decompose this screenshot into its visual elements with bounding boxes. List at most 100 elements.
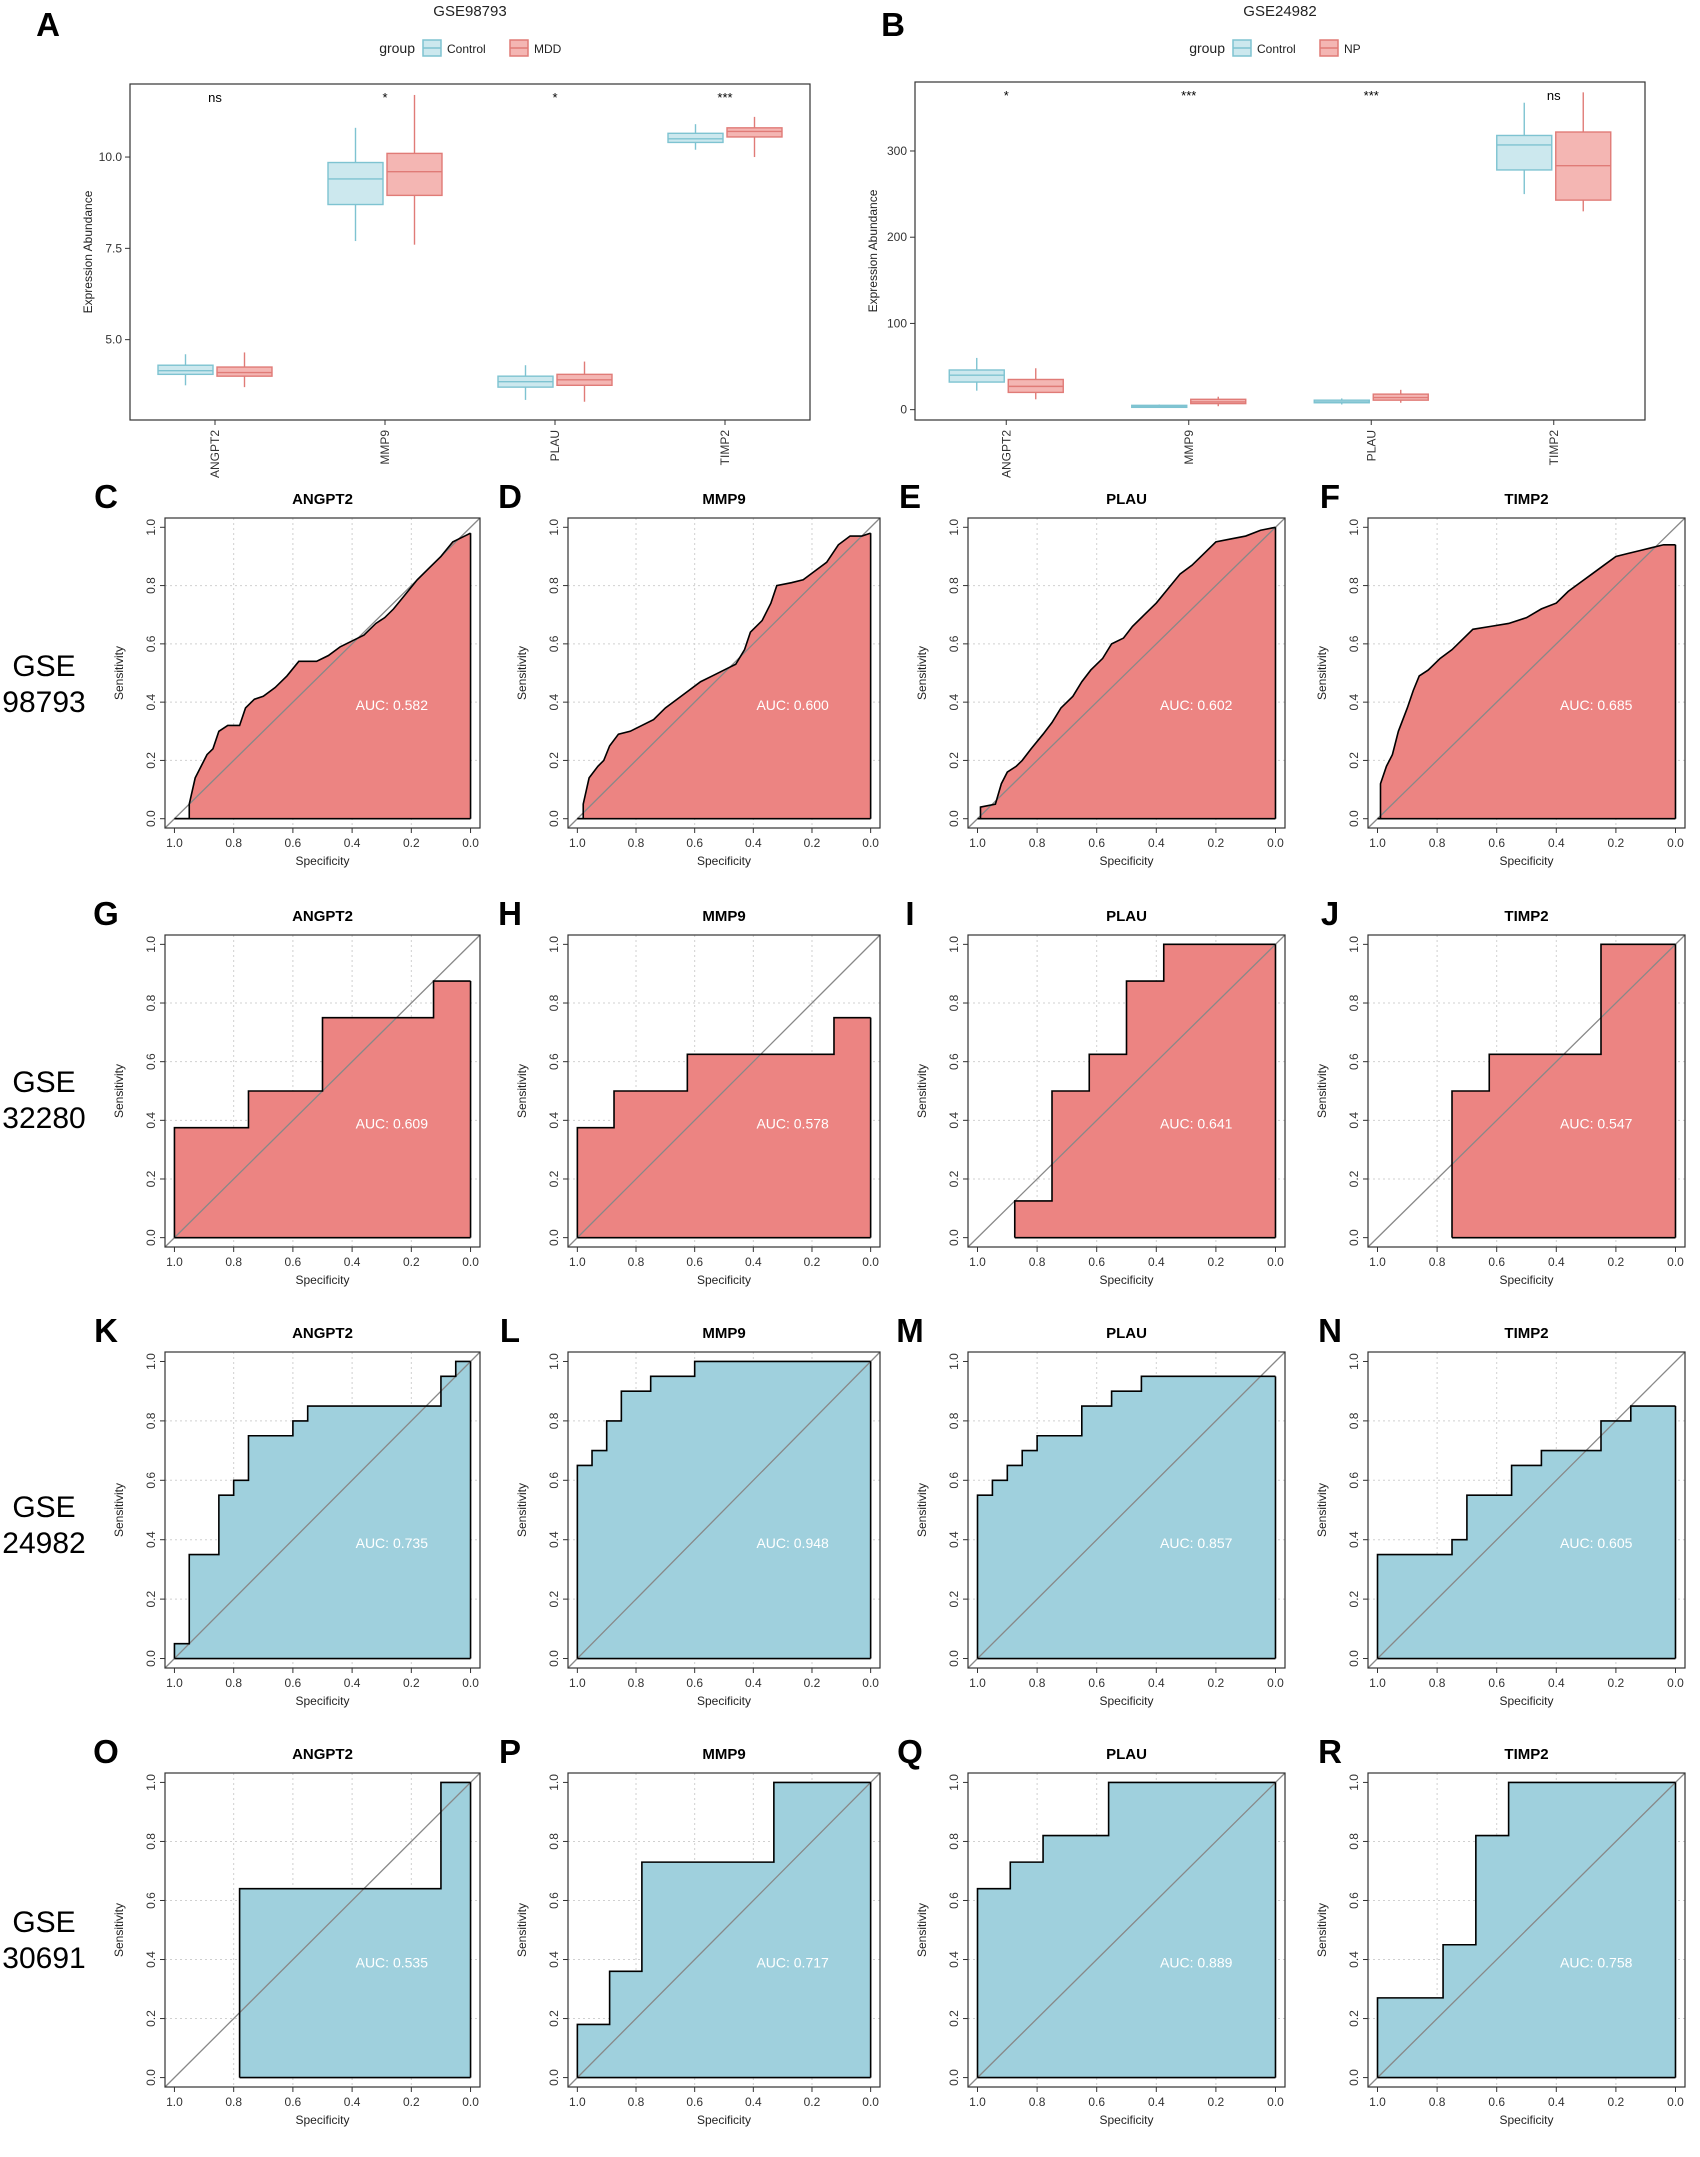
- panel-label: E: [899, 478, 921, 515]
- x-tick-label: 0.8: [225, 1255, 242, 1269]
- y-tick-label: 0.0: [144, 1229, 158, 1246]
- chart-title: GSE98793: [433, 3, 506, 20]
- plot-frame: [164, 1772, 481, 2088]
- chance-diagonal: [1367, 1772, 1686, 2088]
- x-tick-label: 0.4: [745, 1676, 762, 1690]
- legend-label-mdd: MDD: [534, 42, 562, 56]
- legend-label-np: NP: [1344, 42, 1361, 56]
- roc-curve: [238, 1781, 471, 2078]
- panel-label: I: [905, 895, 914, 932]
- roc-panel-j: J TIMP2 AUC: 0.547 1.0 1.0 0.8 0.8 0.6 0.6 0.4 0.4…: [1315, 895, 1686, 1287]
- y-tick-label: 0.8: [547, 994, 561, 1011]
- auc-label: AUC: 0.602: [1160, 697, 1233, 713]
- plot-frame: [967, 934, 1286, 1248]
- box-mdd-mmp9: [386, 94, 443, 245]
- x-axis-label: Specificity: [1099, 1694, 1153, 1708]
- roc-curve: [1013, 943, 1276, 1238]
- chart-title: PLAU: [1106, 908, 1147, 925]
- roc-panel-i: I PLAU AUC: 0.641 1.0 1.0 0.8 0.8 0.6 0.6 0.4 0.4 0…: [905, 895, 1286, 1287]
- y-tick-label: 0.6: [547, 1892, 561, 1909]
- significance-label: ***: [1364, 88, 1379, 103]
- y-axis-label: Sensitivity: [1315, 1064, 1329, 1118]
- box-control-mmp9: [327, 127, 384, 242]
- chart-title: MMP9: [702, 1746, 745, 1763]
- y-axis-label: Sensitivity: [112, 1483, 126, 1537]
- roc-curve: [976, 1375, 1276, 1659]
- x-tick-label: 0.2: [403, 836, 420, 850]
- y-tick-label: 0.8: [947, 577, 961, 594]
- box-control-angpt2: [157, 354, 214, 386]
- panel-label: G: [93, 895, 119, 932]
- box-control-plau: [497, 365, 554, 400]
- y-tick-label: 0.6: [547, 1053, 561, 1070]
- row-label-line1: GSE: [12, 1066, 75, 1099]
- y-tick-label: 0.6: [947, 1892, 961, 1909]
- y-tick-label: 0.8: [1347, 1412, 1361, 1429]
- y-tick-label: 0.6: [144, 635, 158, 652]
- y-axis-label: Sensitivity: [915, 646, 929, 700]
- chance-diagonal: [967, 1351, 1286, 1669]
- x-tick-label: 0.4: [1548, 836, 1565, 850]
- x-tick-label: 0.2: [1608, 1255, 1625, 1269]
- x-tick-label: 1.0: [1369, 1676, 1386, 1690]
- panel-label: Q: [897, 1733, 923, 1770]
- x-tick-label: 0.0: [462, 1255, 479, 1269]
- y-tick-label: 0.8: [547, 577, 561, 594]
- y-axis-label: Sensitivity: [515, 1483, 529, 1537]
- y-axis-label: Sensitivity: [112, 1064, 126, 1118]
- significance-label: *: [382, 90, 387, 105]
- x-tick-label: 0.6: [1488, 1255, 1505, 1269]
- chart-title: MMP9: [702, 1325, 745, 1342]
- y-tick-label: 100: [887, 316, 907, 330]
- roc-panel-n: N TIMP2 AUC: 0.605 1.0 1.0 0.8 0.8 0.6 0.6 0.4 0.4…: [1315, 1312, 1686, 1708]
- x-tick-label: 0.0: [1667, 2095, 1684, 2109]
- chart-title: ANGPT2: [292, 1325, 353, 1342]
- x-tick-label: 0.4: [344, 1676, 361, 1690]
- chart-title: TIMP2: [1504, 491, 1548, 508]
- chance-diagonal: [1367, 1351, 1686, 1669]
- y-tick-label: 0.6: [1347, 635, 1361, 652]
- chance-diagonal: [567, 517, 881, 829]
- panel-label: D: [498, 478, 522, 515]
- y-tick-label: 0.6: [947, 635, 961, 652]
- plot-frame: [914, 81, 1646, 421]
- box-body: [157, 364, 214, 376]
- legend: group Control MDD: [379, 39, 562, 57]
- y-tick-label: 0.8: [1347, 994, 1361, 1011]
- roc-curve: [576, 1360, 871, 1659]
- x-tick-label: 0.6: [1088, 2095, 1105, 2109]
- panel-label: M: [896, 1312, 924, 1349]
- x-axis-label: Specificity: [1499, 854, 1553, 868]
- y-tick-label: 0.2: [144, 1590, 158, 1607]
- chance-diagonal: [164, 1772, 481, 2088]
- y-tick-label: 1.0: [1347, 519, 1361, 536]
- roc-area: [1377, 1406, 1676, 1659]
- y-tick-label: 0.6: [144, 1472, 158, 1489]
- y-tick-label: 0.8: [144, 994, 158, 1011]
- y-tick-label: 0.6: [1347, 1053, 1361, 1070]
- chart-title: TIMP2: [1504, 908, 1548, 925]
- legend-label-control: Control: [1257, 42, 1296, 56]
- x-tick-label: 0.8: [225, 836, 242, 850]
- x-axis-label: Specificity: [697, 2113, 751, 2127]
- plot-frame: [164, 1351, 481, 1669]
- roc-panel-f: F TIMP2 AUC: 0.685 1.0 1.0 0.8 0.8 0.6 0.6 0.4 0.4…: [1315, 478, 1686, 868]
- y-tick-label: 0.4: [1347, 1951, 1361, 1968]
- x-tick-label: 0.4: [1548, 1676, 1565, 1690]
- x-tick-label-timp2: TIMP2: [1547, 430, 1561, 466]
- roc-panel-k: K ANGPT2 AUC: 0.735 1.0 1.0 0.8 0.8 0.6 0.6 0.4 0.…: [94, 1312, 481, 1708]
- y-tick-label: 0: [900, 403, 907, 417]
- y-tick-label: 0.0: [947, 810, 961, 827]
- x-tick-label: 0.2: [1608, 2095, 1625, 2109]
- roc-panel-r: R TIMP2 AUC: 0.758 1.0 1.0 0.8 0.8 0.6 0.6 0.4 0.4…: [1315, 1733, 1686, 2127]
- x-tick-label: 1.0: [1369, 2095, 1386, 2109]
- x-axis-label: Specificity: [1099, 2113, 1153, 2127]
- x-tick-label: 0.4: [1148, 1676, 1165, 1690]
- roc-curve: [1376, 1781, 1676, 2078]
- x-tick-label: 0.0: [1667, 1676, 1684, 1690]
- chart-title: MMP9: [702, 491, 745, 508]
- y-tick-label: 0.4: [144, 1531, 158, 1548]
- chance-diagonal: [567, 934, 881, 1248]
- y-axis-label: Sensitivity: [112, 1903, 126, 1957]
